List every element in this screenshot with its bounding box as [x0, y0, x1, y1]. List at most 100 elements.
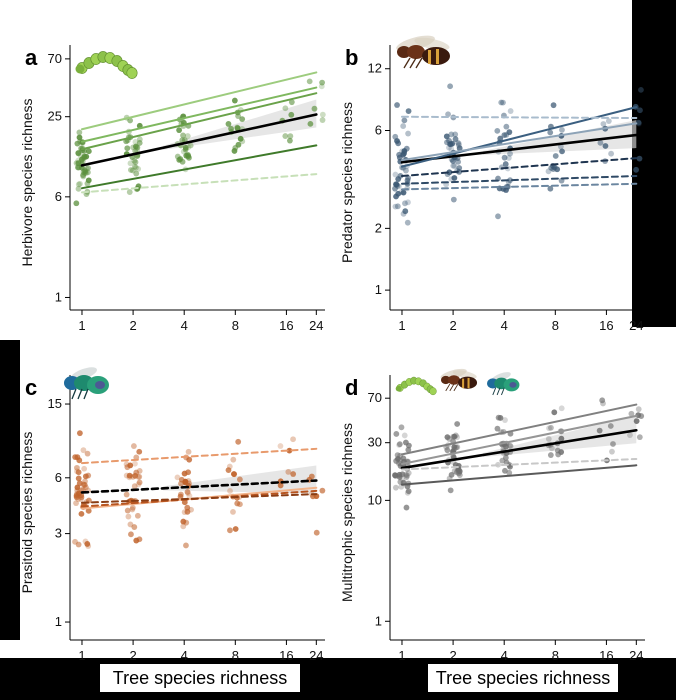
data-point	[134, 512, 141, 519]
data-point	[181, 509, 188, 516]
data-point	[450, 196, 457, 203]
data-point	[277, 482, 284, 489]
data-point	[234, 125, 241, 132]
data-point	[558, 435, 565, 442]
data-point	[559, 127, 565, 133]
data-point	[452, 432, 459, 439]
caterpillar-head	[395, 385, 402, 392]
data-point	[447, 487, 454, 494]
data-point	[399, 471, 406, 478]
data-point	[128, 167, 134, 173]
data-point	[403, 474, 410, 481]
data-point	[135, 481, 142, 488]
data-point	[131, 157, 138, 164]
data-point	[400, 189, 407, 196]
data-point	[636, 155, 643, 162]
x-tick-label: 8	[232, 648, 239, 663]
group-fit-line	[80, 486, 318, 510]
data-point	[405, 108, 412, 115]
data-point	[405, 488, 412, 495]
data-point	[128, 531, 134, 538]
data-point	[599, 397, 606, 404]
data-point	[610, 441, 616, 447]
y-tick-label: 12	[368, 61, 382, 76]
data-point	[76, 490, 82, 497]
data-point	[628, 410, 635, 417]
wasp-wing	[452, 370, 477, 379]
panel-label: c	[25, 375, 37, 400]
x-tick-label: 2	[129, 648, 136, 663]
data-point	[455, 142, 462, 149]
data-point	[313, 529, 320, 536]
data-point	[237, 135, 244, 142]
data-point	[502, 161, 509, 167]
data-point	[506, 469, 513, 476]
x-tick-label: 4	[181, 318, 188, 333]
data-point	[73, 500, 79, 507]
data-point	[633, 418, 640, 424]
y-tick-label: 30	[368, 435, 382, 450]
data-point	[597, 139, 604, 146]
data-point	[74, 140, 81, 147]
data-point	[174, 153, 181, 160]
data-point	[448, 131, 455, 138]
data-point	[287, 137, 293, 144]
x-tick-label: 1	[398, 648, 405, 663]
data-point	[602, 143, 609, 149]
data-point	[131, 483, 138, 490]
data-point	[453, 469, 460, 476]
data-point	[181, 499, 188, 506]
data-point	[184, 508, 191, 515]
data-point	[507, 177, 513, 184]
wasp-wing	[414, 37, 450, 51]
data-point	[186, 480, 192, 487]
cuckoo-wasp-sheen	[95, 381, 105, 389]
data-point	[132, 460, 138, 467]
data-point	[311, 105, 318, 112]
data-point	[318, 83, 325, 90]
data-point	[182, 479, 189, 486]
overall-fit-line	[80, 113, 318, 167]
data-point	[455, 139, 461, 146]
data-point	[444, 447, 451, 454]
x-tick-label: 8	[232, 318, 239, 333]
panel-label: d	[345, 375, 358, 400]
cuckoo-wasp-leg	[501, 387, 505, 396]
x-tick-label: 24	[309, 648, 323, 663]
data-point	[451, 446, 457, 453]
data-point	[136, 140, 143, 146]
wasp-stripe	[462, 378, 465, 389]
cuckoo-wasp-leg	[77, 388, 83, 400]
cuckoo-wasp-leg	[496, 387, 501, 396]
cuckoo-wasp-leg	[83, 388, 89, 400]
data-point	[185, 448, 192, 455]
data-point	[134, 144, 140, 151]
data-point	[319, 487, 326, 494]
data-point	[548, 445, 555, 452]
data-point	[400, 123, 407, 129]
data-point	[75, 185, 82, 192]
x-tick-label: 16	[279, 318, 293, 333]
data-point	[85, 165, 92, 171]
panel-label: b	[345, 45, 358, 70]
data-point	[184, 133, 191, 139]
group-fit-line	[80, 71, 318, 131]
cuckoo-wasp-leg	[71, 388, 77, 400]
wasp-stripe	[436, 49, 439, 64]
data-point	[183, 542, 189, 549]
caterpillar-segment	[429, 387, 437, 396]
group-fit-line	[80, 144, 318, 190]
data-point	[450, 433, 456, 440]
data-point	[130, 144, 137, 151]
data-point	[395, 183, 402, 190]
caterpillar-icon	[75, 51, 138, 79]
data-point	[403, 504, 410, 511]
data-point	[608, 150, 615, 157]
data-point	[392, 484, 399, 491]
data-point	[403, 471, 409, 478]
data-point	[135, 166, 142, 172]
data-point	[394, 182, 401, 189]
data-point	[179, 158, 186, 165]
data-point	[401, 150, 407, 157]
